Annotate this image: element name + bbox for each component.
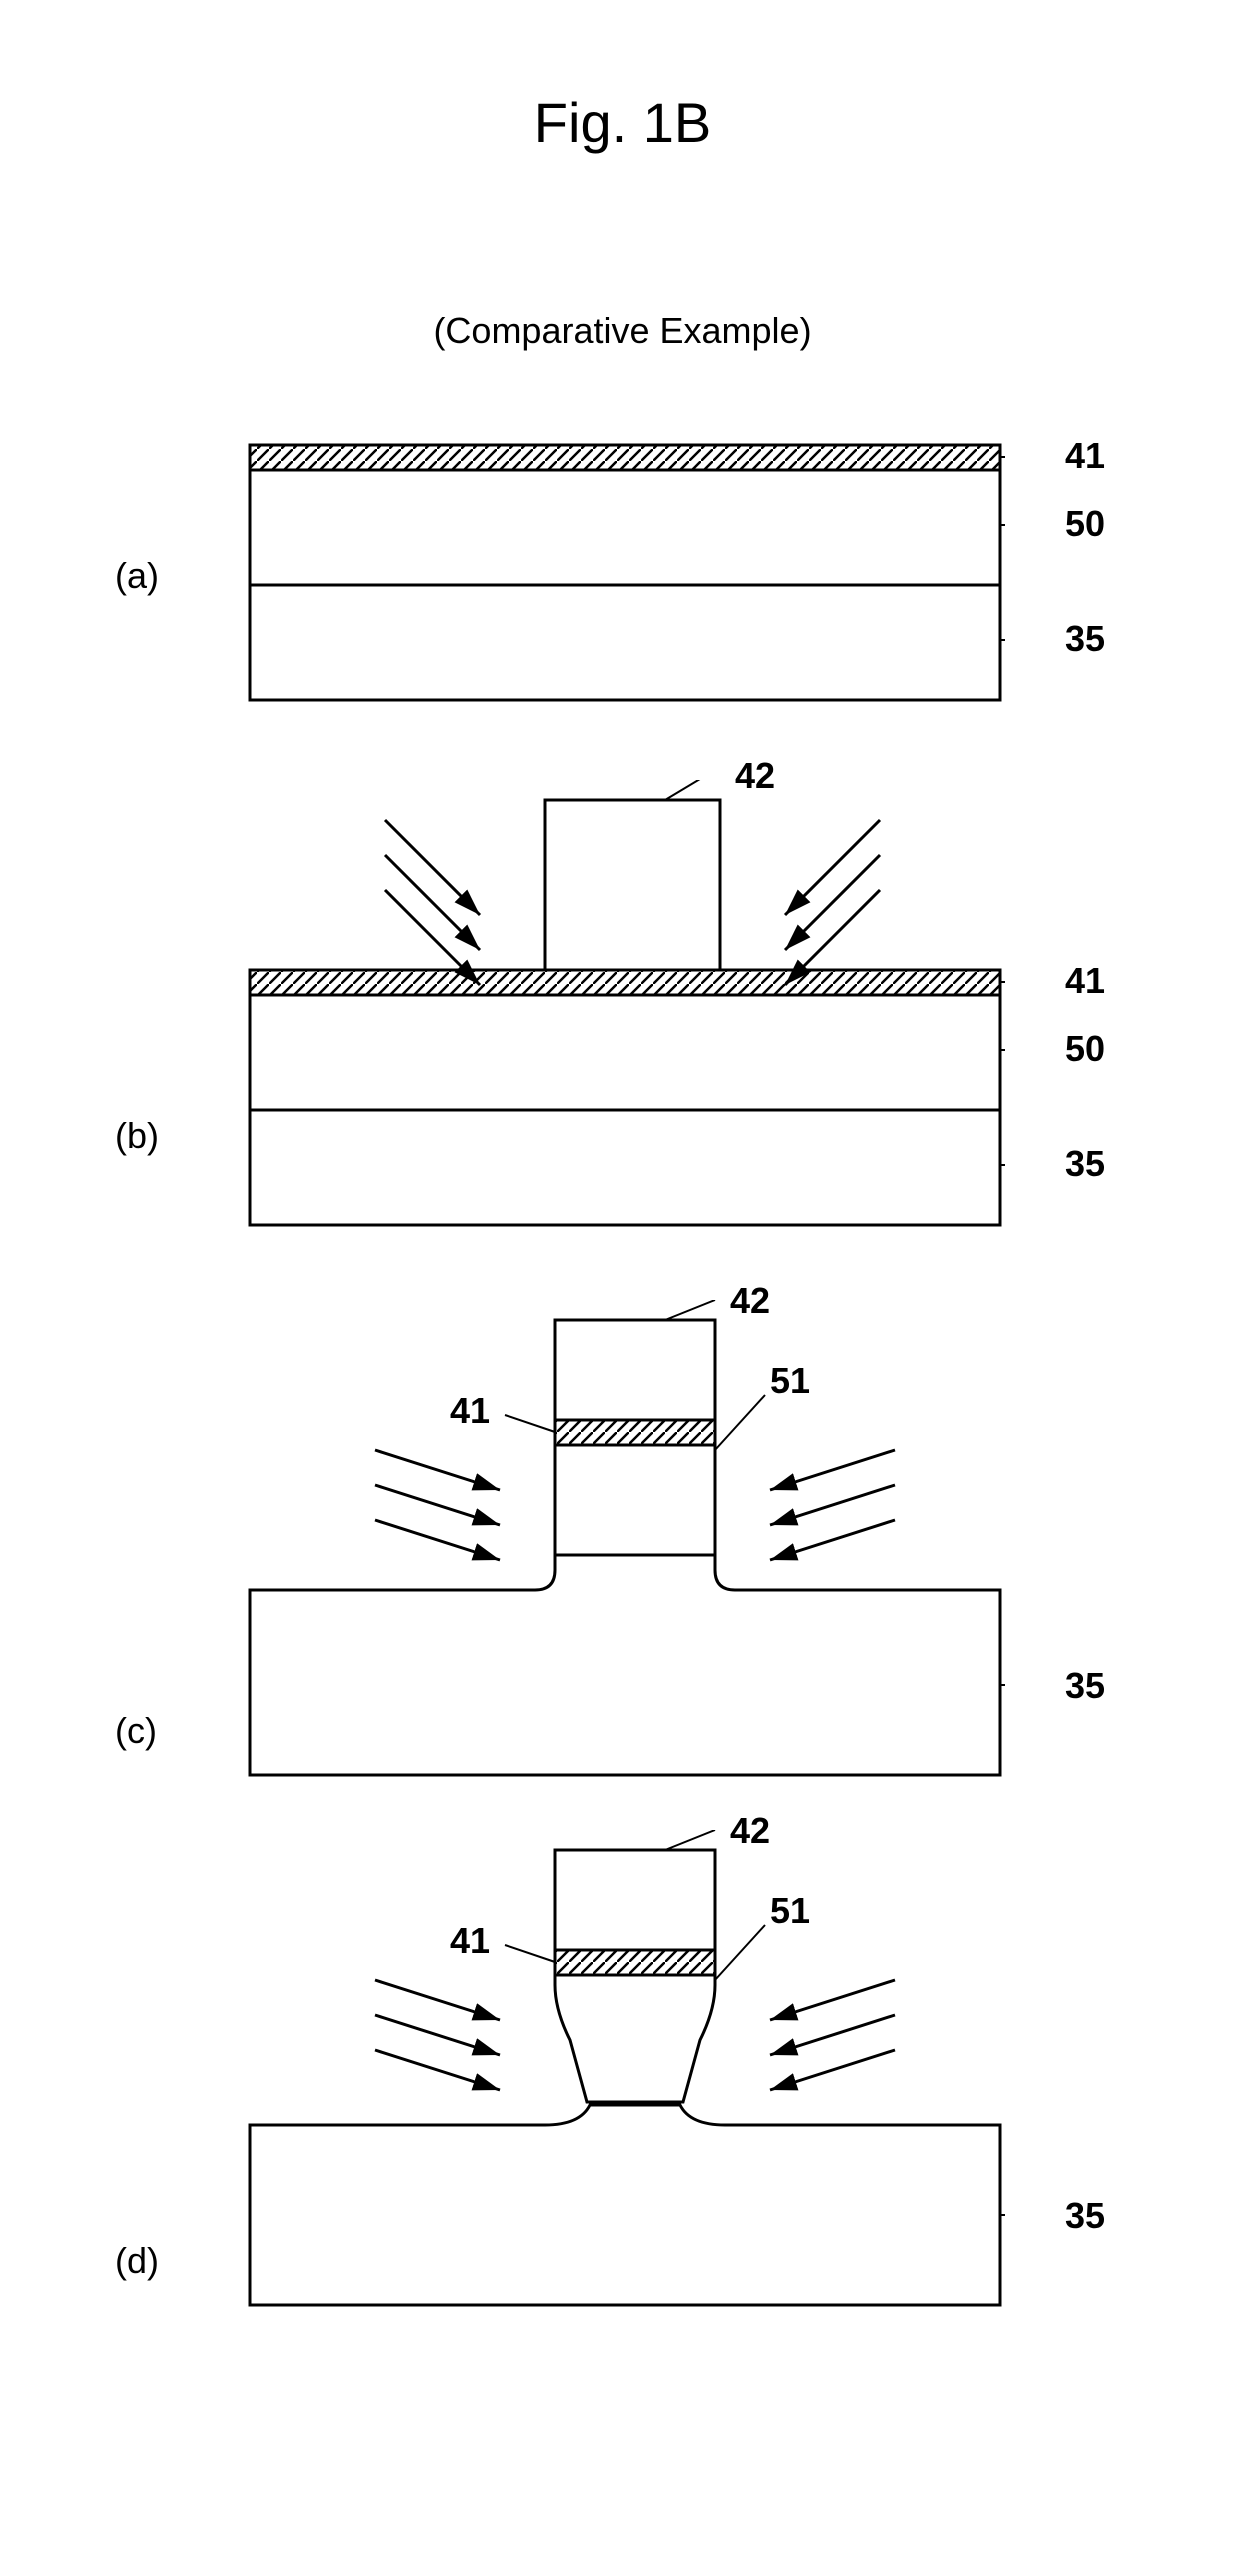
panel-c-diagram <box>245 1300 1005 1780</box>
panel-label-c: (c) <box>115 1710 157 1752</box>
label-42-d: 42 <box>730 1810 770 1852</box>
panel-d-diagram <box>245 1830 1005 2310</box>
label-35-c: 35 <box>1065 1665 1105 1707</box>
label-35-a: 35 <box>1065 618 1105 660</box>
label-41-a: 41 <box>1065 435 1105 477</box>
panel-a-diagram <box>245 425 1005 705</box>
figure-title: Fig. 1B <box>534 90 711 155</box>
figure-subtitle: (Comparative Example) <box>433 310 811 352</box>
label-41-d: 41 <box>450 1920 490 1962</box>
label-50-b: 50 <box>1065 1028 1105 1070</box>
label-41-c: 41 <box>450 1390 490 1432</box>
label-35-d: 35 <box>1065 2195 1105 2237</box>
label-51-c: 51 <box>770 1360 810 1402</box>
panel-label-a: (a) <box>115 555 159 597</box>
label-41-b: 41 <box>1065 960 1105 1002</box>
label-42-c: 42 <box>730 1280 770 1322</box>
label-50-a: 50 <box>1065 503 1105 545</box>
panel-b-diagram <box>245 780 1005 1230</box>
panel-label-d: (d) <box>115 2240 159 2282</box>
label-42-b: 42 <box>735 755 775 797</box>
label-51-d: 51 <box>770 1890 810 1932</box>
label-35-b: 35 <box>1065 1143 1105 1185</box>
panel-label-b: (b) <box>115 1115 159 1157</box>
